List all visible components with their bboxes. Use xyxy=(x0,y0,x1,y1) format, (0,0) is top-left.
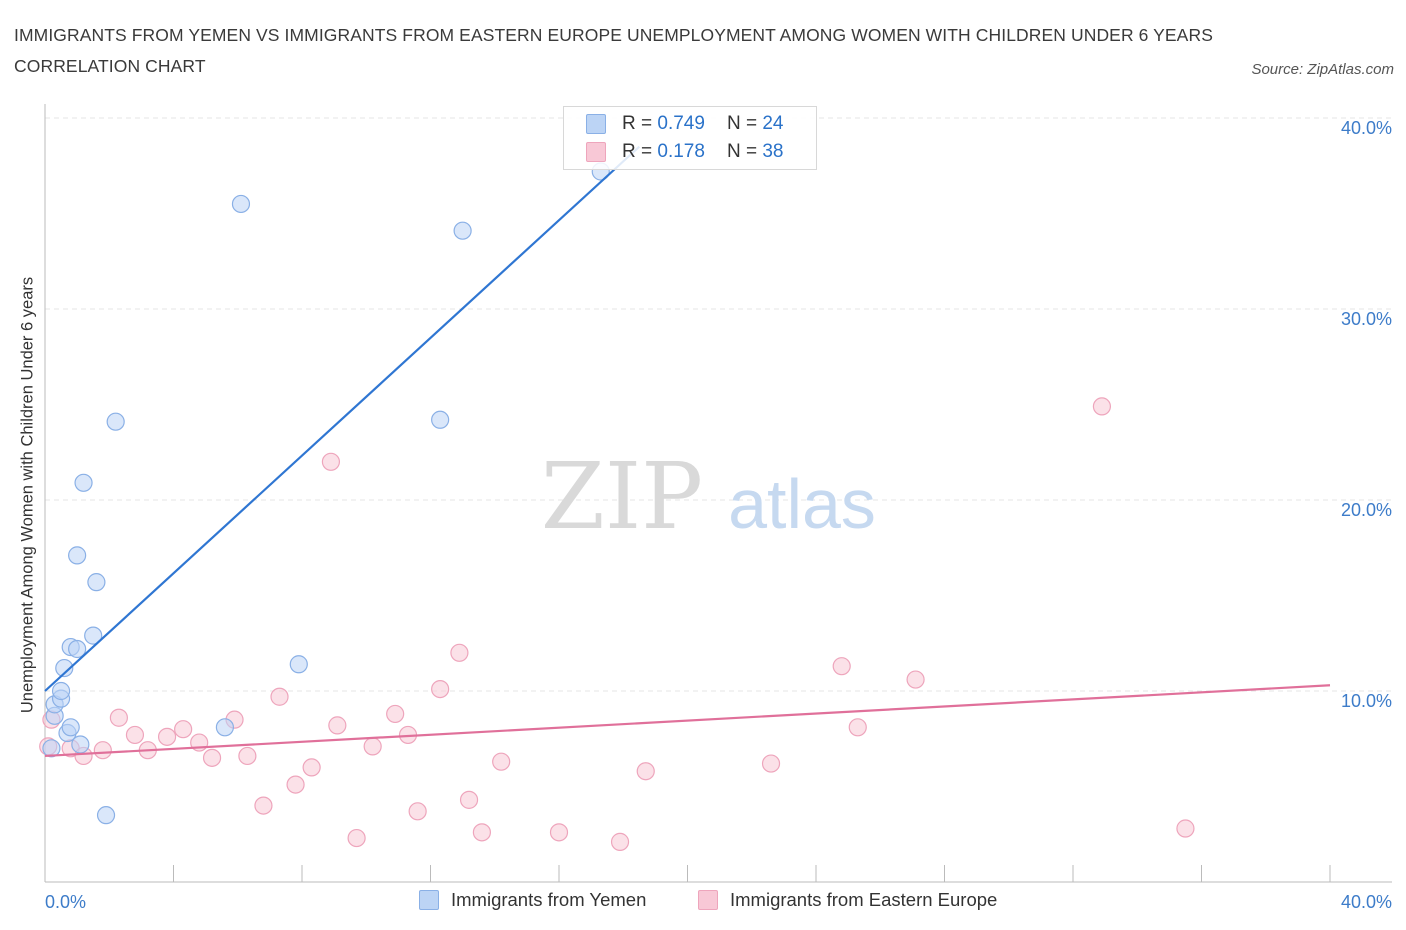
data-point-eastern-europe xyxy=(431,679,450,699)
watermark-atlas: atlas xyxy=(728,465,876,543)
data-point-eastern-europe xyxy=(848,718,867,737)
data-point-yemen xyxy=(61,718,80,737)
data-point-eastern-europe xyxy=(636,762,655,781)
data-point-eastern-europe xyxy=(459,790,479,809)
legend-r-label: R = xyxy=(622,141,653,162)
legend-n-value-yemen: 24 xyxy=(762,113,784,134)
trend-lines xyxy=(44,145,1331,758)
data-point-eastern-europe xyxy=(761,754,781,773)
legend-item-eastern-europe: Immigrants from Eastern Europe xyxy=(698,889,997,911)
data-point-eastern-europe xyxy=(321,452,341,471)
data-point-eastern-europe xyxy=(472,823,491,842)
data-point-yemen xyxy=(51,681,71,701)
tick-labels: 10.0% 20.0% 30.0% 40.0% 0.0% 40.0% xyxy=(45,118,1392,912)
data-point-eastern-europe xyxy=(109,708,128,727)
y-tick-label: 40.0% xyxy=(1341,118,1392,138)
legend-row-yemen: R = 0.749 N = 24 xyxy=(586,111,783,137)
axes xyxy=(44,104,1392,883)
legend-label-eastern-europe: Immigrants from Eastern Europe xyxy=(730,889,998,910)
series-eastern-europe-points xyxy=(39,397,1195,851)
y-tick-label: 10.0% xyxy=(1341,691,1392,711)
data-point-yemen xyxy=(431,410,450,429)
legend-r-value-yemen: 0.749 xyxy=(657,113,705,134)
data-point-yemen xyxy=(215,718,234,737)
data-point-yemen xyxy=(231,194,251,214)
data-point-eastern-europe xyxy=(93,741,112,760)
legend-swatch-yemen xyxy=(586,114,606,134)
legend-label-yemen: Immigrants from Yemen xyxy=(451,889,647,910)
data-point-eastern-europe xyxy=(832,657,851,676)
legend-swatch-yemen xyxy=(419,890,439,910)
data-point-eastern-europe xyxy=(1176,819,1195,838)
data-point-eastern-europe xyxy=(610,832,630,851)
data-point-eastern-europe xyxy=(302,758,321,777)
data-point-eastern-europe xyxy=(363,737,382,756)
legend-r-value-eastern-europe: 0.178 xyxy=(657,141,705,162)
data-point-yemen xyxy=(68,546,87,565)
data-point-yemen xyxy=(84,626,103,645)
data-point-yemen xyxy=(74,473,93,492)
data-point-eastern-europe xyxy=(492,752,511,771)
data-point-eastern-europe xyxy=(450,643,469,662)
data-point-eastern-europe xyxy=(125,725,145,745)
data-point-eastern-europe xyxy=(174,720,193,739)
data-point-eastern-europe xyxy=(549,823,569,842)
watermark-zip: ZIP xyxy=(541,443,703,550)
data-point-yemen xyxy=(453,221,472,240)
data-point-eastern-europe xyxy=(254,796,273,815)
y-tick-label: 30.0% xyxy=(1341,309,1392,329)
data-point-eastern-europe xyxy=(408,802,427,821)
data-point-yemen xyxy=(87,573,106,592)
series-yemen-points xyxy=(42,162,610,825)
data-point-eastern-europe xyxy=(386,704,405,724)
y-axis-label-wrap: Unemployment Among Women with Children U… xyxy=(16,110,40,880)
legend-n-label: N = xyxy=(726,113,758,134)
data-point-yemen xyxy=(71,735,90,754)
data-point-eastern-europe xyxy=(270,687,289,706)
x-tick-label-max: 40.0% xyxy=(1341,892,1392,912)
data-point-yemen xyxy=(55,658,74,678)
data-point-eastern-europe xyxy=(157,727,177,746)
trend-line-yemen xyxy=(44,145,641,692)
data-point-eastern-europe xyxy=(1092,397,1112,416)
data-point-yemen xyxy=(68,639,87,659)
correlation-legend: R = 0.749 N = 24 R = 0.178 N = 38 xyxy=(563,106,817,170)
data-point-eastern-europe xyxy=(286,775,305,794)
trend-line-eastern-europe xyxy=(44,684,1331,758)
legend-row-eastern-europe: R = 0.178 N = 38 xyxy=(586,139,783,165)
x-tick-label-min: 0.0% xyxy=(45,892,86,912)
y-axis-label: Unemployment Among Women with Children U… xyxy=(18,276,37,714)
legend-n-value-eastern-europe: 38 xyxy=(762,141,784,162)
data-point-eastern-europe xyxy=(347,828,366,848)
series-legend: Immigrants from Yemen Immigrants from Ea… xyxy=(0,889,1406,915)
chart-title: IMMIGRANTS FROM YEMEN VS IMMIGRANTS FROM… xyxy=(14,25,1213,76)
y-tick-label: 20.0% xyxy=(1341,500,1392,520)
data-point-eastern-europe xyxy=(906,670,925,689)
legend-swatch-eastern-europe xyxy=(586,142,606,162)
data-point-yemen xyxy=(96,806,116,825)
source-label: Source: ZipAtlas.com xyxy=(1251,61,1394,78)
data-point-yemen xyxy=(42,739,61,758)
data-point-eastern-europe xyxy=(328,716,347,735)
legend-n-label: N = xyxy=(726,141,758,162)
data-point-eastern-europe xyxy=(202,748,222,767)
legend-r-label: R = xyxy=(622,113,653,134)
legend-swatch-eastern-europe xyxy=(698,890,718,910)
data-point-eastern-europe xyxy=(238,746,257,766)
data-point-yemen xyxy=(106,412,125,431)
data-point-yemen xyxy=(289,655,308,674)
legend-item-yemen: Immigrants from Yemen xyxy=(419,889,646,911)
